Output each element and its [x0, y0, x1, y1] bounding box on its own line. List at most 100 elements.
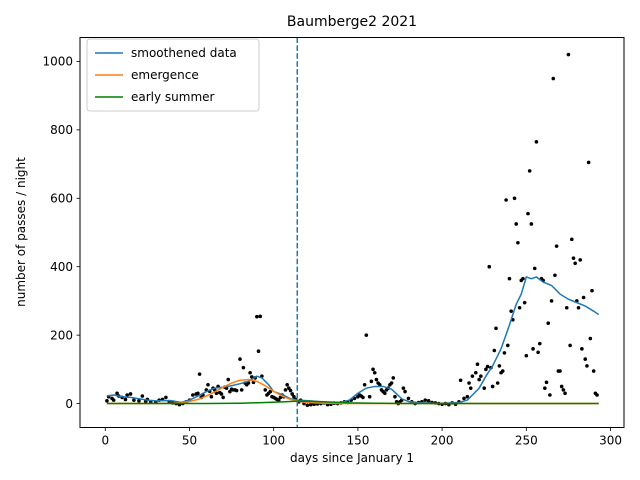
- x-tick-label: 250: [515, 434, 538, 448]
- data-point: [484, 367, 488, 372]
- data-point: [292, 394, 296, 399]
- data-point: [580, 347, 584, 351]
- data-point: [544, 380, 549, 385]
- data-point: [137, 399, 141, 403]
- data-point: [500, 369, 505, 373]
- data-point: [475, 362, 480, 367]
- data-point: [583, 357, 588, 361]
- plot-area: [105, 37, 600, 428]
- data-point: [374, 377, 379, 382]
- data-point: [276, 398, 281, 402]
- data-point: [125, 393, 129, 397]
- data-point: [578, 258, 583, 262]
- data-point: [140, 394, 145, 398]
- y-axis: 0 200 400 600 800 1000: [42, 55, 80, 411]
- data-point: [473, 370, 478, 375]
- x-tick-label: 0: [101, 434, 109, 448]
- data-point: [426, 399, 431, 403]
- data-point: [372, 370, 377, 375]
- data-point: [283, 388, 288, 392]
- data-point: [534, 140, 539, 144]
- y-axis-label: number of passes / night: [14, 157, 28, 307]
- data-point: [221, 395, 225, 400]
- data-point: [527, 169, 532, 173]
- data-point: [458, 378, 463, 383]
- data-point: [249, 375, 254, 379]
- data-point: [485, 364, 490, 369]
- data-point: [219, 392, 224, 396]
- data-point: [588, 336, 593, 341]
- data-point: [568, 343, 572, 348]
- data-point: [226, 377, 231, 382]
- data-point: [263, 388, 268, 392]
- data-point: [522, 300, 527, 305]
- data-point: [362, 382, 367, 387]
- data-point: [128, 392, 133, 396]
- data-point: [248, 370, 252, 375]
- data-point: [256, 349, 261, 354]
- data-point: [462, 396, 466, 401]
- data-point: [573, 261, 577, 266]
- data-point: [571, 256, 576, 260]
- x-axis-label: days since January 1: [290, 451, 414, 465]
- data-point: [526, 211, 530, 216]
- data-point: [391, 376, 396, 380]
- data-point: [364, 333, 369, 337]
- x-tick-label: 50: [182, 434, 197, 448]
- data-point: [494, 326, 498, 331]
- data-point: [115, 391, 119, 396]
- data-point: [497, 364, 502, 368]
- data-point: [239, 388, 244, 392]
- data-point: [241, 365, 246, 370]
- y-tick-label: 400: [50, 260, 73, 274]
- data-point: [308, 402, 313, 407]
- data-point: [371, 367, 375, 372]
- data-point: [507, 276, 512, 281]
- y-tick-label: 200: [50, 328, 73, 342]
- data-point: [576, 305, 581, 310]
- data-point: [490, 384, 495, 389]
- data-point: [477, 377, 481, 382]
- data-point: [569, 237, 574, 242]
- data-point: [564, 305, 569, 310]
- data-point: [393, 394, 397, 399]
- data-point: [553, 273, 557, 278]
- data-point: [305, 403, 310, 408]
- data-point: [492, 348, 497, 353]
- data-point: [551, 76, 556, 81]
- data-point: [505, 343, 510, 348]
- data-point: [548, 393, 552, 397]
- data-point: [206, 382, 210, 387]
- data-point: [258, 314, 263, 319]
- data-point: [132, 398, 136, 402]
- data-point: [255, 314, 259, 319]
- data-point: [591, 369, 596, 373]
- legend-label-smoothened: smoothened data: [131, 46, 237, 60]
- data-point: [531, 347, 535, 351]
- data-point: [512, 196, 517, 201]
- chart-title: Baumberge2 2021: [287, 14, 417, 30]
- data-point: [468, 386, 473, 390]
- data-point: [470, 374, 475, 378]
- x-tick-label: 300: [599, 434, 622, 448]
- data-point: [516, 240, 520, 245]
- x-tick-label: 150: [346, 434, 369, 448]
- data-point: [191, 393, 195, 397]
- data-point: [482, 386, 487, 390]
- data-point: [529, 222, 534, 226]
- y-tick-label: 0: [65, 397, 73, 411]
- data-point: [214, 391, 219, 396]
- data-point: [389, 381, 394, 385]
- data-point: [561, 388, 566, 392]
- series-line-early-summer: [106, 400, 599, 405]
- data-point: [581, 295, 586, 300]
- data-point: [467, 381, 471, 385]
- data-point: [234, 388, 239, 393]
- data-point: [479, 374, 483, 378]
- data-point: [509, 309, 513, 313]
- legend-box: [86, 38, 260, 112]
- y-tick-label: 800: [50, 123, 73, 137]
- data-point: [197, 372, 202, 376]
- data-point: [268, 389, 273, 394]
